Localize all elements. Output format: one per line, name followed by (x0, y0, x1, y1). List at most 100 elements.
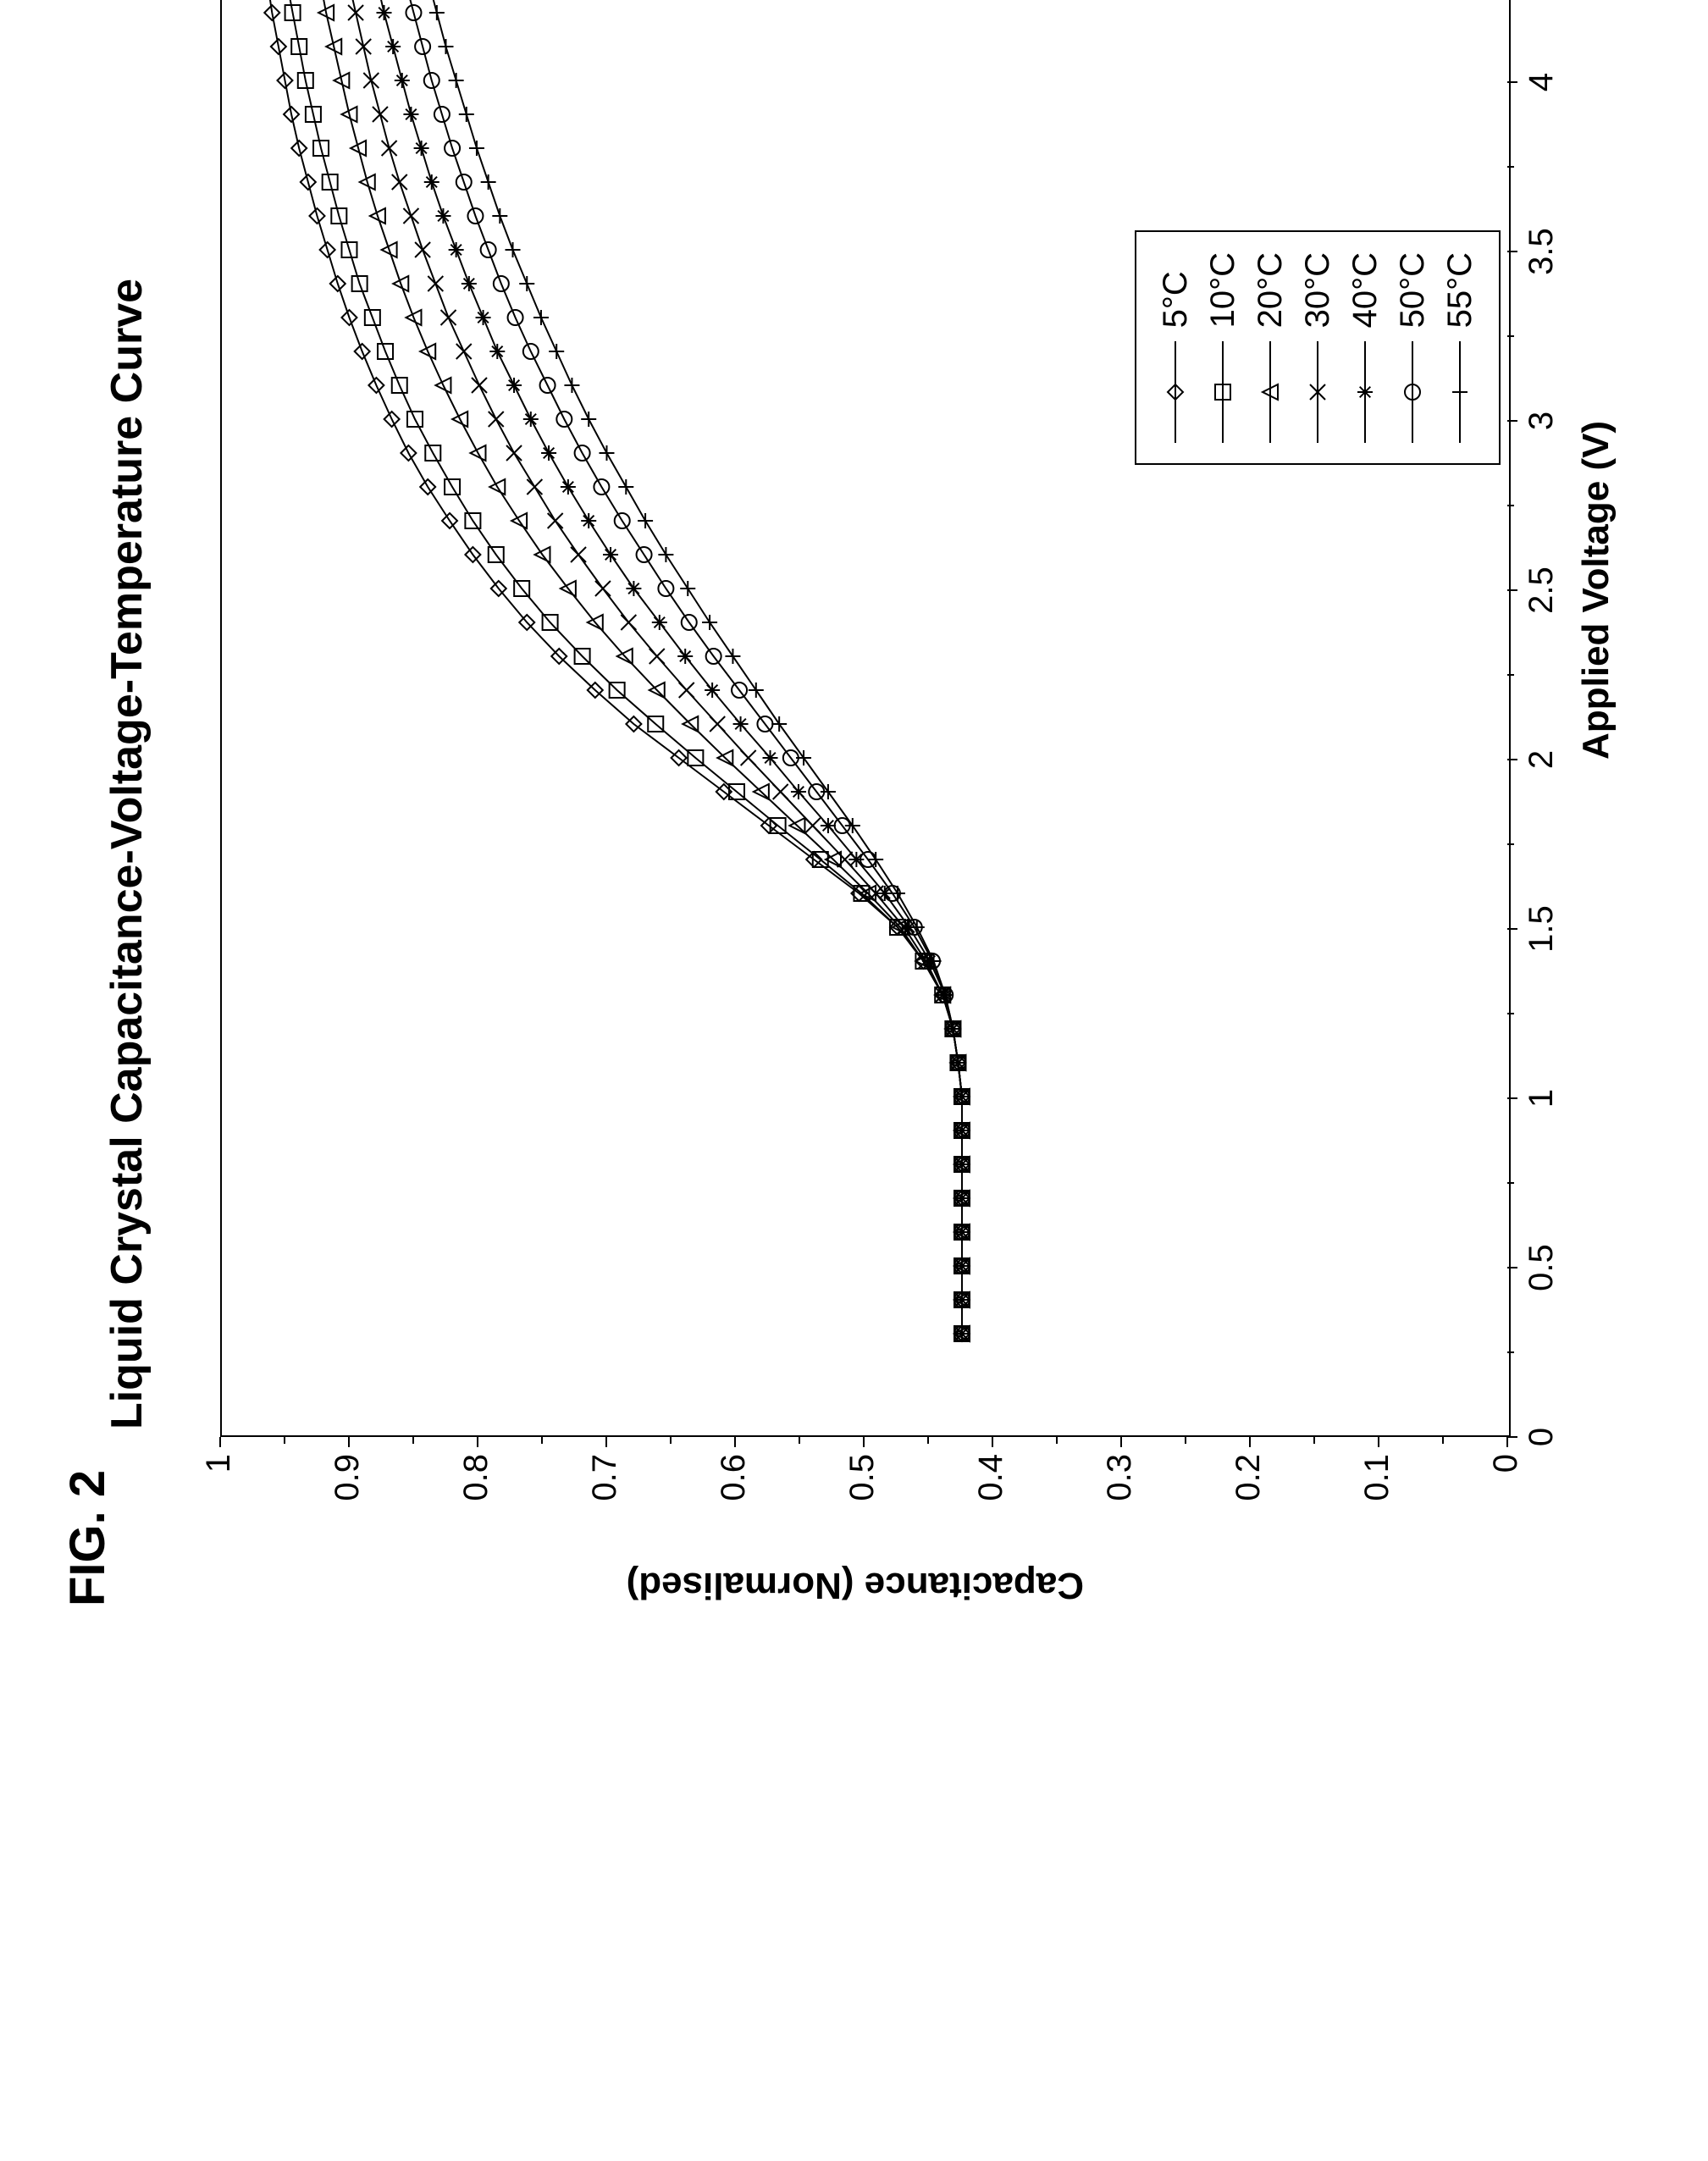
legend-label: 5°C (1157, 271, 1195, 328)
series-marker (805, 818, 821, 833)
x-tick-mark (1507, 928, 1517, 930)
legend-item: 5°C (1152, 252, 1199, 443)
series-marker (449, 73, 464, 88)
series-marker (506, 378, 522, 393)
series-marker (680, 581, 695, 596)
y-tick-label: 0.8 (457, 1454, 495, 1539)
series-marker (749, 683, 764, 698)
x-minor-tick (1507, 1182, 1514, 1184)
legend-swatch (1163, 341, 1188, 443)
series-marker (533, 310, 549, 325)
series-marker (599, 445, 614, 461)
series-marker (626, 581, 641, 596)
series-marker (438, 39, 453, 54)
y-tick-label: 0.7 (586, 1454, 624, 1539)
series-marker (403, 208, 418, 224)
series-marker (435, 208, 450, 224)
figure-label: FIG. 2 (59, 1470, 116, 1606)
series-marker (506, 242, 521, 257)
y-tick-label: 0 (1487, 1454, 1525, 1539)
x-tick-label: 1 (1523, 1056, 1561, 1141)
x-tick-mark (1507, 589, 1517, 591)
series-marker (868, 852, 883, 867)
series-marker (489, 412, 504, 427)
x-minor-tick (1507, 335, 1514, 337)
y-tick-label: 0.6 (715, 1454, 753, 1539)
x-tick-label: 0 (1523, 1395, 1561, 1479)
series-marker (796, 750, 811, 765)
y-tick-label: 0.4 (972, 1454, 1010, 1539)
series-marker (658, 547, 673, 562)
y-minor-tick (799, 1437, 800, 1444)
y-tick-mark (1506, 1437, 1508, 1447)
legend-swatch (1305, 341, 1330, 443)
x-tick-label: 4 (1523, 40, 1561, 124)
y-minor-tick (1442, 1437, 1444, 1444)
series-marker (348, 5, 363, 20)
y-tick-label: 0.1 (1358, 1454, 1396, 1539)
series-marker (382, 141, 397, 156)
series-marker (356, 39, 371, 54)
x-tick-label: 3.5 (1523, 209, 1561, 294)
legend-label: 40°C (1346, 252, 1385, 328)
legend-swatch (1210, 341, 1235, 443)
series-marker (702, 615, 717, 630)
series-marker (395, 73, 410, 88)
y-tick-mark (219, 1437, 221, 1447)
series-marker (741, 750, 756, 765)
y-axis-label: Capacitance (Normalised) (627, 1564, 1084, 1606)
y-tick-mark (348, 1437, 350, 1447)
series-marker (519, 276, 534, 291)
y-tick-label: 0.3 (1101, 1454, 1139, 1539)
legend-item: 40°C (1341, 252, 1389, 443)
y-minor-tick (1185, 1437, 1186, 1444)
y-tick-label: 0.2 (1230, 1454, 1268, 1539)
series-marker (679, 683, 694, 698)
chart-svg (222, 0, 1509, 1435)
y-tick-mark (1378, 1437, 1379, 1447)
series-marker (649, 649, 665, 664)
y-tick-mark (1120, 1437, 1122, 1447)
series-marker (489, 344, 505, 359)
series-marker (710, 716, 725, 732)
y-minor-tick (284, 1437, 285, 1444)
series-marker (523, 412, 539, 427)
series-marker (441, 310, 456, 325)
series-marker (481, 174, 496, 190)
series-marker (541, 445, 556, 461)
y-tick-mark (992, 1437, 993, 1447)
series-marker (549, 344, 564, 359)
y-tick-mark (734, 1437, 736, 1447)
series-marker (429, 5, 445, 20)
y-tick-mark (863, 1437, 865, 1447)
y-tick-mark (1249, 1437, 1251, 1447)
series-marker (581, 412, 596, 427)
series-marker (377, 5, 392, 20)
x-tick-label: 1.5 (1523, 887, 1561, 971)
series-line (256, 0, 962, 1334)
series-marker (472, 378, 487, 393)
legend-item: 10°C (1199, 252, 1246, 443)
legend-swatch (1400, 341, 1425, 443)
x-minor-tick (1507, 166, 1514, 168)
legend-label: 10°C (1204, 252, 1242, 328)
y-tick-mark (605, 1437, 607, 1447)
series-marker (638, 513, 653, 528)
legend-swatch (1258, 341, 1283, 443)
series-marker (392, 174, 407, 190)
x-tick-mark (1507, 420, 1517, 422)
series-marker (561, 479, 576, 495)
series-marker (414, 141, 429, 156)
series-line (357, 0, 962, 1334)
x-tick-mark (1507, 759, 1517, 760)
legend-swatch (1447, 341, 1473, 443)
x-minor-tick (1507, 505, 1514, 506)
series-marker (595, 581, 611, 596)
series-marker (403, 107, 418, 122)
series-marker (581, 513, 596, 528)
legend-item: 20°C (1246, 252, 1294, 443)
series-marker (449, 242, 464, 257)
series-marker (415, 242, 430, 257)
series-marker (652, 615, 667, 630)
series-marker (621, 615, 636, 630)
